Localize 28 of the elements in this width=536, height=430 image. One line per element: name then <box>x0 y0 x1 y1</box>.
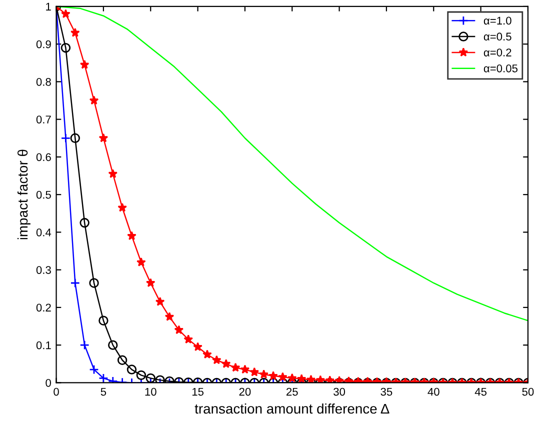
legend-label: α=1.0 <box>484 16 512 25</box>
y-tick-label: 0.3 <box>36 266 51 274</box>
y-tick-label: 0 <box>46 378 51 387</box>
x-tick-label: 50 <box>522 388 534 396</box>
x-tick-label: 0 <box>54 388 59 396</box>
x-tick-label: 25 <box>286 388 298 396</box>
y-tick-label: 0.9 <box>36 40 51 48</box>
x-tick-label: 40 <box>428 388 440 396</box>
x-tick-label: 10 <box>145 388 156 396</box>
y-tick-label: 0.2 <box>36 304 51 312</box>
x-axis-title: transaction amount difference Δ <box>194 403 390 414</box>
x-tick-label: 5 <box>100 388 106 396</box>
y-axis-title: impact factor θ <box>17 150 30 240</box>
y-tick-label: 0.5 <box>36 190 51 199</box>
legend-label: α=0.5 <box>484 32 512 41</box>
y-tick-label: 0.8 <box>36 78 51 86</box>
x-tick-label: 35 <box>380 388 392 396</box>
x-tick-label: 45 <box>474 388 487 396</box>
y-tick-label: 0.7 <box>36 116 51 124</box>
y-tick-label: 0.1 <box>36 341 51 350</box>
x-tick-label: 30 <box>334 388 346 396</box>
y-tick-label: 1 <box>46 2 51 10</box>
y-tick-label: 0.4 <box>36 228 52 236</box>
x-tick-label: 15 <box>192 388 204 396</box>
legend-label: α=0.2 <box>484 48 512 56</box>
x-tick-label: 20 <box>239 388 251 396</box>
y-tick-label: 0.6 <box>36 153 51 162</box>
legend-label: α=0.05 <box>484 64 518 72</box>
